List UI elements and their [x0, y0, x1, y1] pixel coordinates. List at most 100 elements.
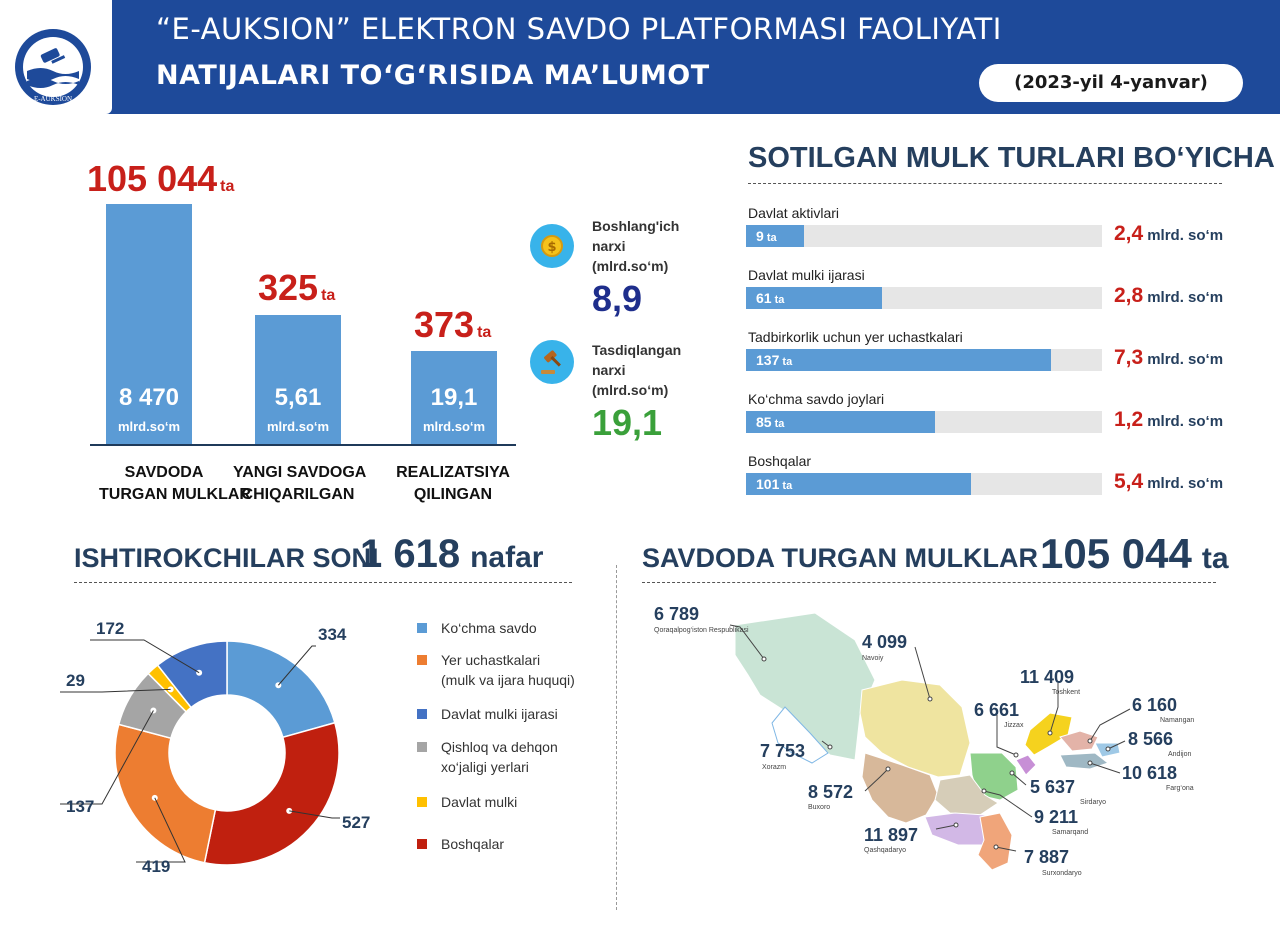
- svg-text:Navoiy: Navoiy: [862, 655, 884, 662]
- hbar-count-label: 85 ta: [756, 414, 785, 430]
- legend-label: Yer uchastkalari (mulk va ijara huquqi): [441, 652, 575, 688]
- hbar-category-label: Davlat aktivlari: [748, 205, 840, 221]
- e-auksion-logo: E-AUKSION: [15, 29, 91, 105]
- participants-donut-chart: 334 527 419 137 29 172: [60, 619, 370, 876]
- svg-text:Buxoro: Buxoro: [808, 804, 830, 811]
- donut-value-label: 137: [66, 797, 94, 816]
- region-surxondaryo: [977, 812, 1013, 871]
- donut-value-label: 527: [342, 813, 370, 832]
- gavel-icon: [530, 340, 574, 384]
- page-title-line1: “E-AUKSION” ELEKTRON SAVDO PLATFORMASI F…: [156, 12, 1002, 46]
- region-label: 7 887 Surxondaryo: [1024, 847, 1082, 877]
- donut-value-label: 172: [96, 619, 124, 638]
- svg-text:Toshkent: Toshkent: [1052, 689, 1080, 696]
- bar-value-label: 8 470: [118, 384, 180, 411]
- bar-value-label: 5,61: [274, 384, 322, 411]
- hbar-count-label: 101 ta: [756, 476, 793, 492]
- hbar-track: 85 ta: [746, 411, 1102, 433]
- donut-slice: [226, 640, 336, 739]
- legend-swatch: [417, 709, 427, 719]
- donut-leader-dot: [196, 669, 203, 676]
- svg-text:6 661: 6 661: [974, 700, 1019, 720]
- divider: [74, 582, 572, 583]
- bar-category-label: REALIZATSIYA QILINGAN: [396, 464, 510, 503]
- legend-swatch: [417, 742, 427, 752]
- page-title-line2: NATIJALARI TO‘G‘RISIDA MA’LUMOT: [156, 60, 710, 91]
- svg-text:Sirdaryo: Sirdaryo: [1080, 799, 1106, 806]
- region-label: 6 160 Namangan: [1132, 695, 1194, 724]
- bar: 8 470 mlrd.so‘m: [106, 204, 192, 444]
- bar: 5,61 mlrd.so‘m: [255, 315, 341, 444]
- legend-swatch: [417, 839, 427, 849]
- region-label: 11 409 Toshkent: [1020, 667, 1080, 696]
- svg-text:4 099: 4 099: [862, 632, 907, 652]
- donut-leader-line: [277, 645, 316, 686]
- legend-swatch: [417, 623, 427, 633]
- region-xorazm: [771, 706, 829, 764]
- donut-slice: [203, 721, 340, 866]
- bar-count-label: 325 ta: [258, 267, 336, 308]
- hbar-count-label: 61 ta: [756, 290, 785, 306]
- svg-text:6 160: 6 160: [1132, 695, 1177, 715]
- legend-label: Qishloq va dehqon xo‘jaligi yerlari: [441, 739, 558, 775]
- hbar-sum-label: 7,3 mlrd. so‘m: [1114, 346, 1224, 369]
- svg-text:Samarqand: Samarqand: [1052, 829, 1088, 836]
- region-label: 6 661 Jizzax: [974, 700, 1024, 729]
- donut-value-label: 334: [318, 625, 347, 644]
- hbar-sum-label: 1,2 mlrd. so‘m: [1114, 408, 1224, 431]
- bar-unit-label: mlrd.so‘m: [117, 419, 181, 434]
- region-label: 8 572 Buxoro: [808, 782, 853, 811]
- bar-unit-label: mlrd.so‘m: [422, 419, 486, 434]
- donut-slice: [114, 723, 217, 864]
- donut-leader-line: [60, 710, 154, 805]
- legend-label: Davlat mulki: [441, 794, 518, 810]
- region-navoiy: [859, 679, 971, 778]
- start-price-label: Boshlang'ich narxi (mlrd.so‘m): [592, 218, 680, 274]
- hbar-track: 137 ta: [746, 349, 1102, 371]
- donut-slice: [156, 640, 228, 709]
- header-banner: E-AUKSION “E-AUKSION” ELEKTRON SAVDO PLA…: [0, 0, 1280, 114]
- region-label: 5 637 Sirdaryo: [1030, 777, 1106, 806]
- bar-category-label: YANGI SAVDOGA CHIQARILGAN: [233, 464, 367, 503]
- sold-types-title: SOTILGAN MULK TURLARI BO‘YICHA: [748, 142, 1275, 174]
- donut-leader-line: [60, 688, 171, 693]
- hbar-track: 9 ta: [746, 225, 1102, 247]
- approved-price-label: Tasdiqlangan narxi (mlrd.so‘m): [592, 342, 682, 398]
- svg-text:Qashqadaryo: Qashqadaryo: [864, 847, 906, 854]
- region-label: 7 753 Xorazm: [760, 741, 805, 771]
- svg-text:7 753: 7 753: [760, 741, 805, 761]
- map-total: 105 044 ta: [1040, 530, 1229, 577]
- svg-text:10 618: 10 618: [1122, 763, 1177, 783]
- svg-text:$: $: [547, 240, 556, 255]
- svg-text:9 211: 9 211: [1034, 807, 1078, 827]
- approved-price-value: 19,1: [592, 402, 663, 443]
- hbar-category-label: Tadbirkorlik uchun yer uchastkalari: [748, 329, 963, 345]
- svg-text:Namangan: Namangan: [1160, 717, 1194, 724]
- bar-value-label: 19,1: [430, 384, 478, 411]
- date-badge: (2023-yil 4-yanvar): [979, 64, 1243, 102]
- participants-title: ISHTIROKCHILAR SONI: [74, 543, 379, 573]
- hbar-sum-label: 2,8 mlrd. so‘m: [1114, 284, 1224, 307]
- donut-value-label: 419: [142, 857, 170, 876]
- hbar: 61 ta: [746, 287, 882, 309]
- svg-text:Jizzax: Jizzax: [1004, 722, 1024, 729]
- bar: 19,1 mlrd.so‘m: [411, 351, 497, 444]
- hbar-category-label: Ko‘chma savdo joylari: [748, 391, 885, 407]
- region-sirdaryo: [1015, 754, 1037, 776]
- dollar-coin-icon: $: [530, 224, 574, 268]
- legend-swatch: [417, 655, 427, 665]
- legend-swatch: [417, 797, 427, 807]
- donut-leader-line: [136, 797, 186, 863]
- hbar: 85 ta: [746, 411, 935, 433]
- divider: [616, 565, 617, 910]
- svg-text:Farg‘ona: Farg‘ona: [1166, 785, 1194, 792]
- bar-count-label: 105 044 ta: [87, 158, 235, 199]
- hbar: 137 ta: [746, 349, 1051, 371]
- region-label: 8 566 Andijon: [1128, 729, 1191, 758]
- hbar-sum-label: 2,4 mlrd. so‘m: [1114, 222, 1224, 245]
- map-title: SAVDODA TURGAN MULKLAR: [642, 543, 1038, 573]
- svg-text:11 897: 11 897: [864, 825, 918, 845]
- hbar-count-label: 137 ta: [756, 352, 793, 368]
- hbar: 9 ta: [746, 225, 804, 247]
- donut-value-label: 29: [66, 671, 85, 690]
